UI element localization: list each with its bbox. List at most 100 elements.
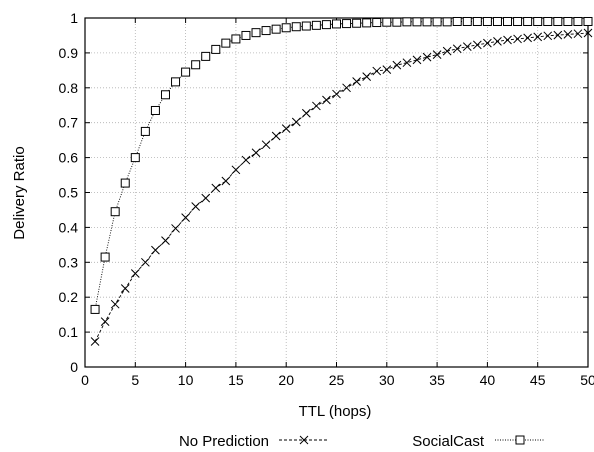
x-tick-label: 50	[580, 372, 594, 388]
data-point	[241, 30, 251, 40]
data-point	[503, 35, 512, 45]
data-point	[382, 17, 392, 27]
data-point	[342, 83, 351, 93]
data-point	[130, 153, 140, 163]
data-point	[492, 16, 502, 26]
data-point	[231, 165, 241, 175]
data-point	[402, 17, 412, 27]
data-point	[442, 17, 452, 27]
series-line	[94, 32, 589, 342]
data-point	[362, 72, 372, 81]
data-point	[372, 18, 382, 28]
data-point	[291, 117, 301, 127]
data-point	[563, 16, 573, 26]
data-point	[281, 23, 291, 33]
data-point	[110, 299, 120, 309]
data-point	[452, 16, 462, 26]
x-axis-title: TTL (hops)	[299, 403, 372, 420]
x-tick-label: 40	[480, 372, 496, 388]
x-tick-label: 15	[228, 372, 244, 388]
data-point	[281, 124, 291, 133]
y-tick-label: 0.7	[59, 115, 79, 131]
legend-sample-socialcast	[495, 435, 545, 445]
data-point	[513, 16, 523, 26]
y-tick-label: 0.2	[59, 289, 79, 305]
y-tick-label: 0.5	[59, 185, 79, 201]
data-point	[402, 58, 412, 68]
data-point	[462, 16, 472, 26]
data-point	[513, 34, 522, 44]
series-line	[94, 21, 588, 310]
data-point	[120, 284, 130, 293]
data-point	[90, 337, 100, 346]
data-point	[332, 19, 341, 29]
data-point	[321, 20, 331, 30]
data-point	[472, 16, 482, 26]
data-point	[432, 17, 442, 27]
data-point	[342, 19, 352, 29]
data-point	[392, 60, 402, 70]
data-point	[231, 34, 241, 44]
data-point	[412, 55, 422, 65]
legend-label-no-prediction: No Prediction	[179, 433, 269, 450]
data-point	[90, 304, 100, 314]
data-point	[291, 22, 301, 32]
data-point	[462, 42, 472, 51]
data-point	[201, 51, 211, 61]
data-point	[442, 46, 452, 56]
data-point	[251, 28, 261, 38]
x-tick-label: 5	[131, 372, 139, 388]
data-point	[140, 126, 150, 136]
legend: No Prediction SocialCast	[179, 433, 545, 450]
x-tick-label: 30	[379, 372, 395, 388]
y-tick-label: 0.8	[59, 80, 79, 96]
data-point	[553, 16, 563, 26]
x-tick-label: 20	[278, 372, 294, 388]
data-point	[211, 183, 221, 193]
data-point	[100, 317, 110, 326]
data-point	[563, 30, 573, 39]
data-point	[362, 18, 372, 28]
legend-marker	[299, 435, 309, 445]
data-point	[271, 131, 281, 141]
y-tick-label: 1	[70, 10, 78, 26]
data-point	[352, 77, 361, 86]
data-point	[483, 38, 492, 48]
data-point	[583, 28, 593, 38]
data-point	[382, 65, 392, 75]
data-point	[472, 40, 482, 50]
data-point	[523, 33, 532, 43]
data-point	[181, 67, 191, 77]
data-point	[543, 31, 553, 41]
data-point	[191, 202, 201, 211]
data-point	[312, 101, 321, 111]
data-point	[221, 176, 231, 186]
data-point	[150, 105, 160, 115]
y-axis-title: Delivery Ratio	[11, 146, 28, 239]
data-point	[332, 89, 341, 99]
data-point	[422, 17, 432, 27]
data-point	[392, 17, 402, 27]
data-point	[261, 26, 271, 36]
y-tick-label: 0.9	[59, 45, 79, 61]
data-point	[482, 16, 492, 26]
y-tick-label: 0.3	[59, 254, 79, 270]
data-point	[583, 16, 593, 26]
x-tick-label: 25	[329, 372, 345, 388]
data-point	[251, 148, 261, 158]
legend-label-socialcast: SocialCast	[412, 433, 485, 450]
data-point	[493, 37, 502, 46]
data-point	[191, 60, 201, 70]
data-point	[161, 236, 170, 246]
data-point	[120, 178, 130, 188]
y-tick-label: 0.6	[59, 150, 79, 166]
y-tick-label: 0	[70, 359, 78, 375]
data-point	[543, 16, 553, 26]
data-point	[110, 207, 120, 217]
data-point	[432, 50, 442, 59]
series-no-prediction	[90, 28, 593, 346]
data-point	[241, 155, 251, 165]
data-point	[553, 30, 563, 40]
data-point	[322, 95, 331, 105]
